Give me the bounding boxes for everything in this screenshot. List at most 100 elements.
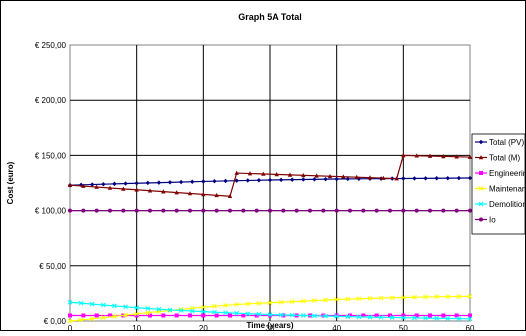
series-maintenance-pv-marker bbox=[323, 297, 328, 303]
series-total-m-marker bbox=[234, 170, 239, 175]
series-io-marker bbox=[161, 208, 166, 213]
series-total-pv-marker bbox=[90, 182, 95, 187]
series-demolition-marker bbox=[167, 307, 173, 313]
series-maintenance-pv-marker bbox=[267, 300, 273, 306]
series-demolition-marker bbox=[378, 314, 384, 320]
x-tick-label: 40 bbox=[332, 324, 341, 331]
series-maintenance-pv-marker bbox=[89, 316, 95, 322]
series-total-pv-marker bbox=[78, 182, 84, 188]
series-demolition-marker bbox=[445, 316, 451, 321]
series-total-m-marker bbox=[247, 171, 253, 176]
series-maintenance-pv-marker bbox=[134, 311, 140, 317]
series-io-marker bbox=[414, 208, 419, 213]
series-io-marker bbox=[441, 208, 446, 213]
series-demolition-marker bbox=[223, 310, 228, 316]
series-total-m-marker bbox=[327, 173, 333, 179]
series-demolition-marker bbox=[78, 300, 84, 306]
series-demolition-marker bbox=[367, 314, 373, 320]
series-demolition-marker bbox=[189, 308, 195, 314]
series-io-marker bbox=[281, 208, 286, 213]
series-demolition-marker bbox=[100, 302, 106, 308]
series-total-pv-marker bbox=[467, 175, 473, 181]
series-total-m-marker bbox=[467, 154, 473, 159]
series-demolition-marker bbox=[234, 310, 240, 316]
series-total-pv-marker bbox=[301, 177, 306, 182]
legend-item: Demolition bbox=[475, 200, 526, 209]
series-maintenance-pv-marker bbox=[356, 296, 362, 302]
series-demolition-marker bbox=[434, 315, 440, 321]
series-total-m-marker bbox=[261, 171, 266, 176]
series-total-pv-marker bbox=[145, 180, 150, 186]
series-total-pv-marker bbox=[245, 178, 250, 183]
series-engineering-marker bbox=[201, 313, 206, 318]
legend-label: Demolition bbox=[489, 200, 526, 209]
series-total-m-marker bbox=[414, 153, 419, 158]
series-io-marker bbox=[321, 208, 326, 213]
series-maintenance-pv-marker bbox=[445, 294, 451, 299]
x-tick-label: 0 bbox=[68, 324, 73, 331]
series-demolition-marker bbox=[278, 312, 284, 318]
series-maintenance-pv-marker bbox=[367, 296, 373, 301]
series-total-pv-marker bbox=[456, 175, 462, 181]
series-maintenance-pv-marker bbox=[223, 303, 228, 308]
y-tick-label: € 0,00 bbox=[44, 317, 67, 326]
series-total-pv-marker bbox=[234, 178, 239, 183]
series-total-pv-marker bbox=[312, 177, 317, 182]
y-tick-label: € 100,00 bbox=[35, 207, 67, 216]
series-demolition-marker bbox=[89, 301, 95, 307]
legend-item: Total (PV) bbox=[475, 138, 524, 147]
series-total-pv-marker bbox=[412, 176, 417, 181]
series-engineering-marker bbox=[361, 313, 366, 318]
series-total-pv-marker bbox=[101, 182, 106, 187]
series-total-m-marker bbox=[441, 153, 446, 159]
series-maintenance-pv-marker bbox=[123, 312, 128, 318]
series-total-pv-marker bbox=[201, 179, 206, 184]
series-total-m-marker bbox=[454, 154, 459, 159]
series-demolition-marker bbox=[245, 311, 251, 317]
series-maintenance-pv-marker bbox=[334, 297, 340, 302]
tick-labels: € 0,00 € 50,00 € 100,00 € 150,00 € 200,00 € 2… bbox=[35, 41, 475, 333]
series-demolition-marker bbox=[267, 312, 273, 317]
legend-label: Total (M) bbox=[489, 154, 520, 163]
series-demolition-marker bbox=[156, 306, 162, 312]
series-demolition-marker bbox=[389, 315, 395, 320]
series-total-pv-marker bbox=[178, 179, 184, 185]
x-axis-label: Time (years) bbox=[247, 321, 294, 330]
series-total-m-marker bbox=[314, 173, 319, 178]
x-tick-label: 50 bbox=[399, 324, 408, 331]
series-maintenance-pv-marker bbox=[100, 315, 106, 321]
series-io-marker bbox=[148, 208, 152, 213]
series-demolition-marker bbox=[323, 313, 328, 319]
series-maintenance-pv-marker bbox=[378, 295, 384, 301]
series-io-marker bbox=[94, 208, 99, 213]
series-total-pv-marker bbox=[223, 178, 228, 184]
legend-label: Maintenance (PV bbox=[489, 185, 526, 194]
series-engineering-marker bbox=[174, 313, 179, 318]
series-total-pv-marker bbox=[123, 181, 128, 186]
series-engineering-marker bbox=[188, 313, 192, 318]
series-total-pv-marker bbox=[156, 180, 162, 185]
series-total-m-marker bbox=[107, 185, 113, 190]
series-demolition-marker bbox=[123, 304, 128, 310]
series-engineering-marker bbox=[414, 313, 419, 318]
series-total-pv-marker bbox=[190, 179, 195, 184]
legend-swatch-marker bbox=[478, 155, 484, 160]
legend-swatch-marker bbox=[478, 201, 484, 207]
series-engineering-marker bbox=[401, 313, 406, 318]
series-engineering-marker bbox=[428, 313, 432, 318]
series-demolition-marker bbox=[467, 316, 473, 322]
series-maintenance-pv-marker bbox=[456, 294, 462, 299]
series-lines bbox=[67, 153, 473, 324]
series-total-pv-marker bbox=[434, 176, 439, 181]
series-engineering-marker bbox=[68, 313, 72, 318]
series-demolition-marker bbox=[334, 314, 340, 319]
legend-item: Total (M) bbox=[475, 154, 520, 163]
series-io-marker bbox=[361, 208, 366, 213]
legend-item: Maintenance (PV bbox=[475, 185, 526, 194]
series-engineering-marker bbox=[228, 313, 232, 318]
series-io-marker bbox=[308, 208, 312, 213]
series-io-marker bbox=[374, 208, 379, 213]
series-total-pv-marker bbox=[445, 175, 450, 181]
series-engineering-marker bbox=[108, 313, 112, 318]
